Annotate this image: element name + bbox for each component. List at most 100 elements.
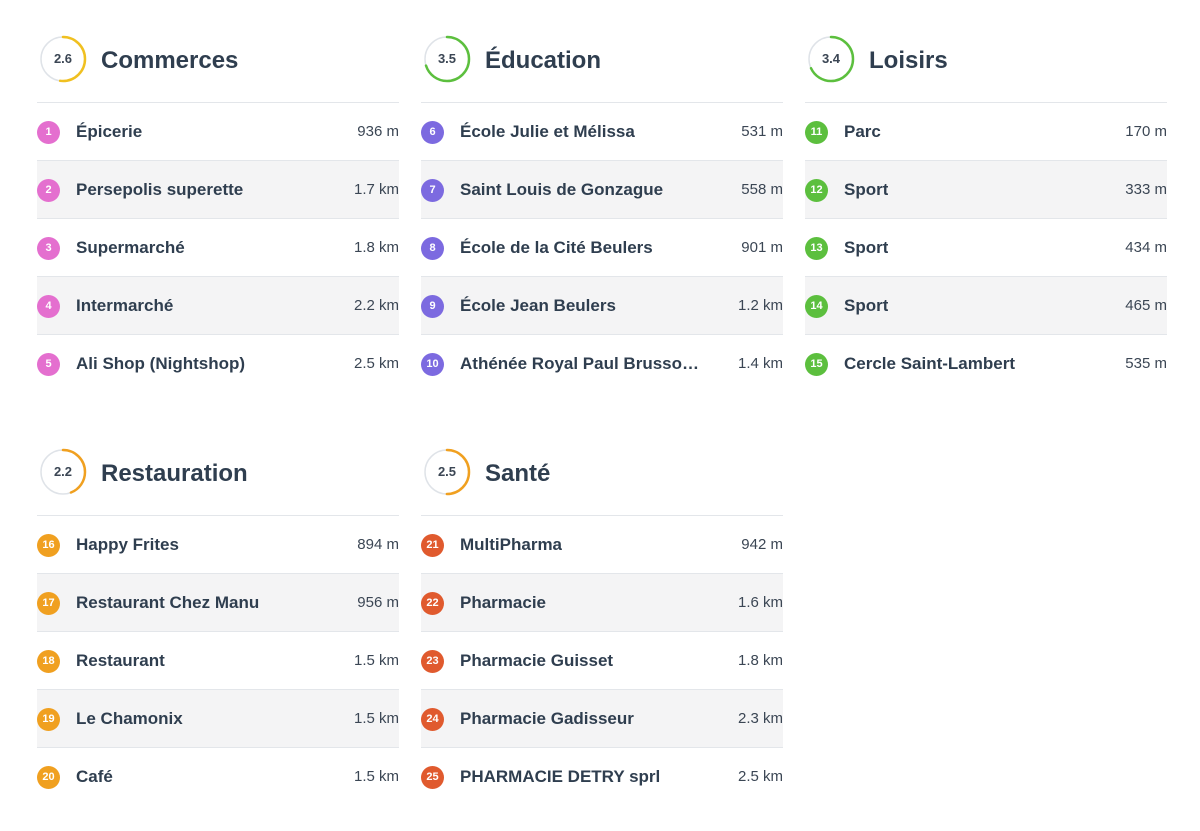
poi-number-badge: 19 [37, 708, 60, 731]
section-title: Commerces [101, 47, 239, 74]
poi-distance: 535 m [1125, 355, 1167, 372]
poi-row[interactable]: 6 École Julie et Mélissa 531 m [421, 103, 783, 161]
poi-name: Athénée Royal Paul Brusso… [460, 354, 700, 373]
poi-name: École Jean Beulers [460, 296, 616, 315]
poi-row[interactable]: 9 École Jean Beulers 1.2 km [421, 277, 783, 335]
poi-number-badge: 7 [421, 179, 444, 202]
poi-number-badge: 14 [805, 295, 828, 318]
poi-number-badge: 3 [37, 237, 60, 260]
poi-name: Pharmacie Guisset [460, 651, 614, 670]
poi-number-badge: 6 [421, 121, 444, 144]
poi-name: Café [76, 767, 113, 786]
poi-distance: 2.2 km [353, 297, 399, 314]
poi-name: PHARMACIE DETRY sprl [460, 767, 661, 786]
poi-row[interactable]: 12 Sport 333 m [805, 161, 1167, 219]
section-header: 2.2 Restauration [37, 413, 399, 516]
poi-distance: 2.5 km [353, 355, 399, 372]
section-title: Éducation [485, 47, 602, 74]
poi-name: Pharmacie Gadisseur [460, 709, 634, 728]
poi-name: Parc [844, 122, 881, 141]
poi-number-badge: 25 [421, 766, 444, 789]
poi-name: École de la Cité Beulers [460, 238, 653, 257]
score-value: 2.2 [53, 464, 73, 479]
poi-row[interactable]: 8 École de la Cité Beulers 901 m [421, 219, 783, 277]
poi-number-badge: 17 [37, 592, 60, 615]
section-commerces: 2.6 Commerces 1 Épicerie 936 m 2 Persepolis su… [37, 0, 399, 393]
poi-distance: 1.5 km [353, 768, 399, 785]
poi-name: Intermarché [76, 296, 174, 315]
poi-number-badge: 12 [805, 179, 828, 202]
poi-row[interactable]: 7 Saint Louis de Gonzague 558 m [421, 161, 783, 219]
poi-name: Ali Shop (Nightshop) [76, 354, 246, 373]
poi-row[interactable]: 25 PHARMACIE DETRY sprl 2.5 km [421, 748, 783, 806]
section-restauration: 2.2 Restauration 16 Happy Frites 894 m 17 Rest… [37, 413, 399, 806]
poi-row[interactable]: 3 Supermarché 1.8 km [37, 219, 399, 277]
poi-distance: 1.2 km [737, 297, 783, 314]
poi-number-badge: 9 [421, 295, 444, 318]
poi-row[interactable]: 22 Pharmacie 1.6 km [421, 574, 783, 632]
poi-distance: 558 m [741, 181, 783, 198]
poi-distance: 2.5 km [737, 768, 783, 785]
poi-row[interactable]: 5 Ali Shop (Nightshop) 2.5 km [37, 335, 399, 393]
poi-distance: 465 m [1125, 297, 1167, 314]
poi-distance: 531 m [741, 123, 783, 140]
poi-number-badge: 4 [37, 295, 60, 318]
poi-distance: 1.8 km [353, 239, 399, 256]
poi-name: Supermarché [76, 238, 185, 257]
score-gauge: 2.6 [38, 34, 88, 84]
poi-row[interactable]: 16 Happy Frites 894 m [37, 516, 399, 574]
score-value: 2.6 [53, 51, 73, 66]
poi-row[interactable]: 14 Sport 465 m [805, 277, 1167, 335]
score-gauge: 3.5 [422, 34, 472, 84]
section-header: 3.4 Loisirs [805, 0, 1167, 103]
poi-row[interactable]: 2 Persepolis superette 1.7 km [37, 161, 399, 219]
poi-row[interactable]: 15 Cercle Saint-Lambert 535 m [805, 335, 1167, 393]
section-sante: 2.5 Santé 21 MultiPharma 942 m 22 Pharmacie 1.6… [421, 413, 783, 806]
section-header: 3.5 Éducation [421, 0, 783, 103]
poi-distance: 434 m [1125, 239, 1167, 256]
poi-row[interactable]: 21 MultiPharma 942 m [421, 516, 783, 574]
section-header: 2.6 Commerces [37, 0, 399, 103]
poi-distance: 1.4 km [737, 355, 783, 372]
poi-distance: 1.8 km [737, 652, 783, 669]
poi-name: Épicerie [76, 122, 143, 141]
poi-row[interactable]: 18 Restaurant 1.5 km [37, 632, 399, 690]
poi-distance: 894 m [357, 536, 399, 553]
poi-distance: 936 m [357, 123, 399, 140]
poi-number-badge: 8 [421, 237, 444, 260]
poi-number-badge: 18 [37, 650, 60, 673]
poi-row[interactable]: 20 Café 1.5 km [37, 748, 399, 806]
poi-distance: 901 m [741, 239, 783, 256]
poi-row[interactable]: 23 Pharmacie Guisset 1.8 km [421, 632, 783, 690]
poi-number-badge: 5 [37, 353, 60, 376]
poi-row[interactable]: 1 Épicerie 936 m [37, 103, 399, 161]
poi-name: Cercle Saint-Lambert [844, 354, 1015, 373]
poi-number-badge: 10 [421, 353, 444, 376]
poi-name: Pharmacie [460, 593, 546, 612]
poi-row[interactable]: 19 Le Chamonix 1.5 km [37, 690, 399, 748]
poi-row[interactable]: 11 Parc 170 m [805, 103, 1167, 161]
poi-row[interactable]: 17 Restaurant Chez Manu 956 m [37, 574, 399, 632]
poi-number-badge: 1 [37, 121, 60, 144]
poi-distance: 170 m [1125, 123, 1167, 140]
poi-number-badge: 15 [805, 353, 828, 376]
poi-name: Saint Louis de Gonzague [460, 180, 664, 199]
poi-name: École Julie et Mélissa [460, 122, 635, 141]
poi-row[interactable]: 24 Pharmacie Gadisseur 2.3 km [421, 690, 783, 748]
poi-distance: 1.6 km [737, 594, 783, 611]
section-education: 3.5 Éducation 6 École Julie et Mélissa 531 m… [421, 0, 783, 393]
poi-number-badge: 22 [421, 592, 444, 615]
poi-name: Sport [844, 180, 889, 199]
score-gauge: 2.2 [38, 447, 88, 497]
poi-row[interactable]: 4 Intermarché 2.2 km [37, 277, 399, 335]
section-title: Loisirs [869, 47, 948, 74]
poi-number-badge: 13 [805, 237, 828, 260]
score-gauge: 2.5 [422, 447, 472, 497]
poi-row[interactable]: 13 Sport 434 m [805, 219, 1167, 277]
poi-distance: 2.3 km [737, 710, 783, 727]
poi-row[interactable]: 10 Athénée Royal Paul Brusso… 1.4 km [421, 335, 783, 393]
poi-number-badge: 21 [421, 534, 444, 557]
poi-number-badge: 24 [421, 708, 444, 731]
poi-name: Sport [844, 238, 889, 257]
